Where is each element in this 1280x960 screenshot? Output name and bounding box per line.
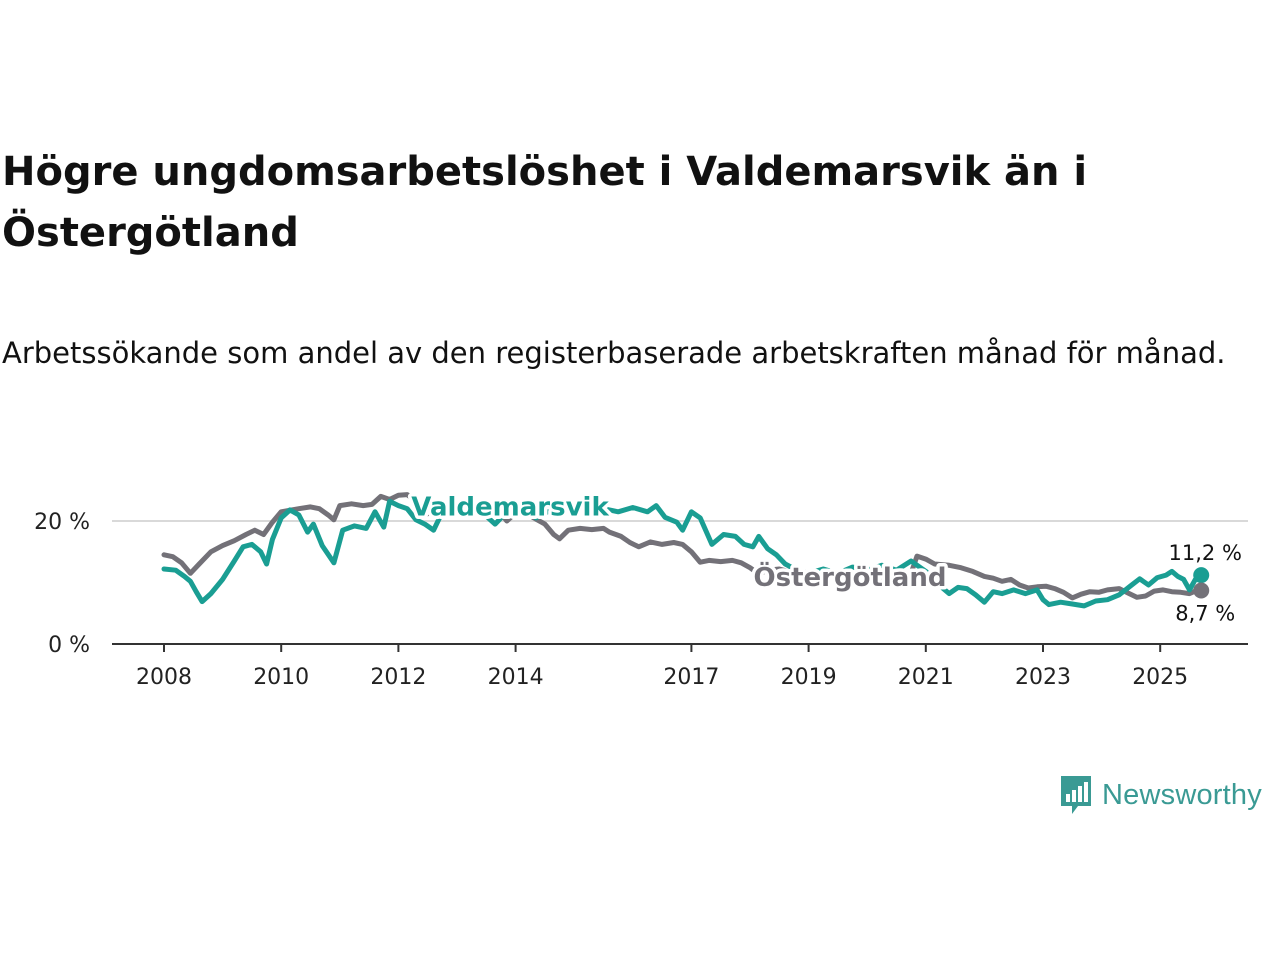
x-tick-label: 2010: [253, 665, 309, 690]
series-line-valdemarsvik: [161, 497, 1204, 609]
label-layer: 11,2 %8,7 %ValdemarsvikValdemarsvikÖster…: [408, 489, 1242, 626]
end-marker-ostergotland: [1193, 582, 1210, 599]
series-label-halo-ostergotland: Östergötland: [754, 560, 947, 593]
end-value-label-valdemarsvik: 11,2 %: [1169, 541, 1242, 565]
x-tick-label: 2025: [1132, 665, 1188, 690]
x-tick-label: 2008: [136, 665, 192, 690]
newsworthy-logo[interactable]: Newsworthy: [1058, 772, 1262, 818]
brand-name: Newsworthy: [1102, 778, 1262, 811]
newsworthy-chart-icon: [1061, 776, 1091, 814]
x-tick-label: 2023: [1015, 665, 1071, 690]
x-tick-label: 2012: [370, 665, 426, 690]
series-label-valdemarsvik: Valdemarsvik: [411, 492, 609, 522]
x-tick-label: 2021: [898, 665, 954, 690]
axis-tick-layer: 0 % 20 % 2008 2010 2012 2014 2017 2019 2021 2023 2…: [34, 510, 1188, 690]
grid-layer: [112, 520, 1248, 645]
chart-title: Högre ungdomsarbetslöshet i Valdemarsvik…: [2, 149, 1088, 256]
chart-subtitle: Arbetssökande som andel av den registerb…: [2, 336, 1226, 370]
series-layer: [161, 492, 1210, 609]
end-marker-valdemarsvik: [1193, 567, 1210, 584]
x-tick-label: 2014: [488, 665, 544, 690]
series-label-halo-valdemarsvik: Valdemarsvik: [411, 492, 609, 522]
end-value-label-ostergotland: 8,7 %: [1175, 601, 1235, 625]
y-tick-label: 20 %: [34, 510, 90, 535]
series-label-ostergotland: Östergötland: [754, 560, 947, 593]
x-tick-label: 2019: [781, 665, 837, 690]
x-tick-label: 2017: [663, 665, 719, 690]
y-tick-label: 0 %: [48, 633, 90, 658]
series-line-ostergotland: [161, 492, 1204, 601]
